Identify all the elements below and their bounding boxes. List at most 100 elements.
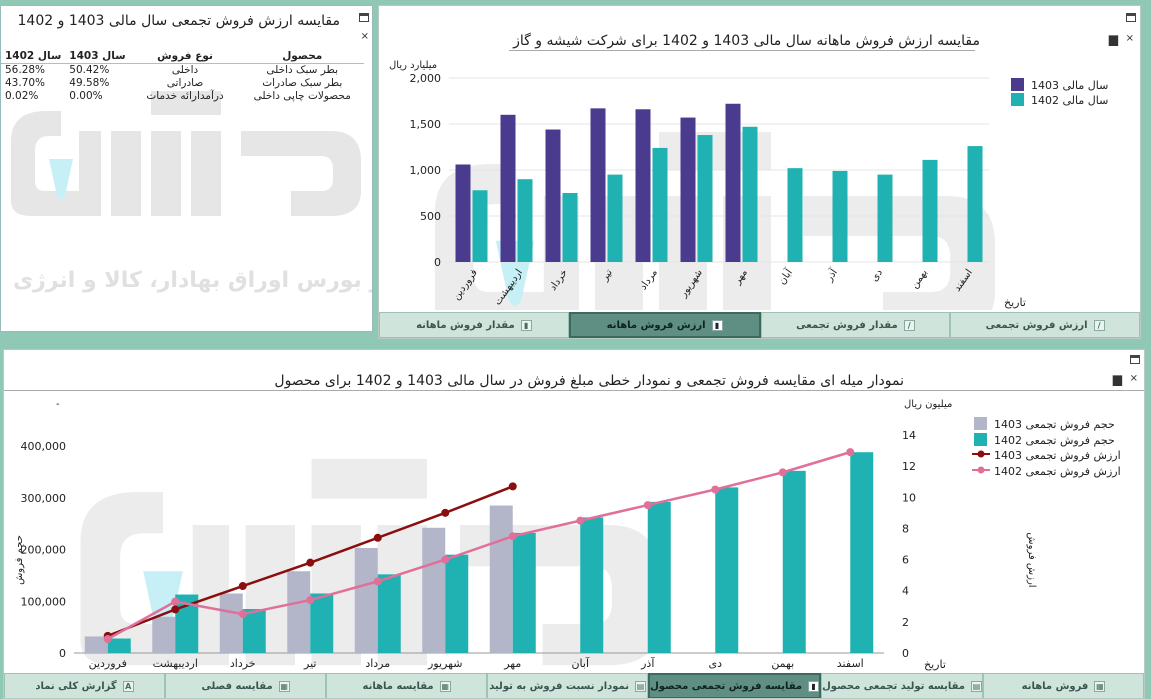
bar-1402[interactable] [607, 174, 623, 262]
bar-chart-icon: ▮ [711, 319, 723, 331]
bar-volume-1403[interactable] [422, 527, 446, 653]
print-icon[interactable]: ▆ [1108, 32, 1118, 46]
y-right-tick-label: 2 [902, 616, 909, 629]
bar-volume-1403[interactable] [489, 505, 513, 653]
bar-1402[interactable] [562, 193, 578, 262]
bar-volume-1402[interactable] [107, 638, 131, 653]
point-value-1402[interactable] [846, 448, 855, 457]
bar-volume-1403[interactable] [152, 616, 176, 653]
header-year1403[interactable]: سال 1403 [65, 50, 130, 64]
monthly-chart-title: مقایسه ارزش فروش ماهانه سال مالی 1403 و … [513, 33, 980, 49]
legend-swatch-vol1403 [974, 417, 987, 430]
point-value-1402[interactable] [373, 577, 382, 586]
bar-volume-1402[interactable] [782, 470, 806, 653]
bar-1403[interactable] [545, 129, 561, 262]
tab-label: نمودار نسبت فروش به تولید [489, 680, 630, 692]
bar-volume-1402[interactable] [512, 532, 536, 653]
point-value-1403[interactable] [508, 482, 517, 491]
point-value-1403[interactable] [171, 605, 180, 614]
bar-volume-1403[interactable] [287, 571, 311, 653]
point-value-1402[interactable] [508, 532, 517, 541]
bar-volume-1402[interactable] [715, 487, 739, 653]
bar-volume-1403[interactable] [354, 547, 378, 653]
cumulative-tab-5[interactable]: ▤ مقایسه تولید تجمعی محصول [821, 673, 983, 698]
bar-1403[interactable] [455, 164, 471, 262]
maximize-icon[interactable] [1126, 13, 1136, 22]
point-value-1402[interactable] [778, 468, 787, 477]
point-value-1402[interactable] [643, 501, 652, 510]
bar-1402[interactable] [517, 179, 533, 262]
bar-1402[interactable] [922, 159, 938, 262]
bar-volume-1403[interactable] [84, 636, 108, 653]
bar-volume-1402[interactable] [580, 517, 604, 653]
point-value-1402[interactable] [306, 596, 315, 605]
bar-volume-1402[interactable] [310, 593, 334, 653]
header-sale-type[interactable]: نوع فروش [129, 50, 241, 64]
bar-1403[interactable] [500, 114, 516, 262]
point-value-1402[interactable] [238, 610, 247, 619]
bar-volume-1402[interactable] [242, 609, 266, 653]
point-value-1403[interactable] [441, 508, 450, 517]
cumulative-tab-0[interactable]: A گزارش کلی نماد [4, 673, 166, 698]
y-right-tick-label: 14 [902, 429, 916, 442]
bar-1403[interactable] [635, 109, 651, 262]
bar-1403[interactable] [680, 117, 696, 262]
cell-1403: 50.42% [69, 63, 110, 76]
cell-1402: 43.70% [5, 76, 46, 89]
print-icon[interactable]: ▆ [1112, 372, 1122, 386]
y-tick-label: 2,000 [410, 72, 442, 85]
cumulative-tab-1[interactable]: ▦ مقایسه فصلی [165, 673, 327, 698]
header-product[interactable]: محصول [240, 50, 364, 64]
bar-volume-1402[interactable] [377, 574, 401, 653]
point-value-1403[interactable] [373, 533, 382, 542]
monthly-tab-1[interactable]: ▮ ارزش فروش ماهانه [568, 312, 761, 338]
bar-1402[interactable] [652, 147, 668, 262]
point-value-1403[interactable] [306, 558, 315, 567]
y-tick-label: 1,000 [410, 164, 442, 177]
cumulative-tab-6[interactable]: ▦ فروش ماهانه [982, 673, 1144, 698]
bar-chart-icon: ▮ [808, 680, 820, 692]
point-value-1402[interactable] [576, 516, 585, 525]
point-value-1402[interactable] [711, 485, 720, 494]
legend-swatch-1403 [1011, 78, 1024, 91]
bar-1402[interactable] [877, 174, 893, 262]
monthly-tab-0[interactable]: ▮ مقدار فروش ماهانه [379, 312, 569, 338]
point-value-1403[interactable] [238, 582, 247, 591]
table-row[interactable]: 0.02% 0.00% درآمدارائه خدمات محصولات چاپ… [1, 89, 364, 102]
cumulative-chart-title: نمودار میله ای مقایسه فروش تجمعی و نمودا… [274, 373, 904, 389]
monthly-tab-3[interactable]: ∕ ارزش فروش تجمعی [950, 312, 1140, 338]
y-right-tick-label: 10 [902, 491, 916, 504]
bar-volume-1402[interactable] [647, 501, 671, 653]
bar-1402[interactable] [697, 135, 713, 262]
bar-1403[interactable] [725, 103, 741, 262]
tab-label: ارزش فروش تجمعی [985, 319, 1088, 331]
clear-filter-icon[interactable]: ⨯ [1125, 33, 1134, 44]
clear-filter-icon[interactable]: ⨯ [1129, 373, 1138, 384]
bar-volume-1402[interactable] [850, 452, 874, 653]
clear-filter-icon[interactable]: ⨯ [360, 31, 369, 42]
bar-1403[interactable] [590, 108, 606, 262]
maximize-icon[interactable] [1130, 355, 1140, 364]
cumulative-chart-panel: نمودار میله ای مقایسه فروش تجمعی و نمودا… [3, 349, 1145, 699]
maximize-icon[interactable] [359, 13, 369, 22]
header-year1402[interactable]: سال 1402 [1, 50, 66, 64]
bar-volume-1402[interactable] [445, 554, 469, 653]
x-axis-label: تاریخ [1004, 296, 1026, 309]
bar-1402[interactable] [967, 146, 983, 262]
bar-1402[interactable] [832, 170, 848, 262]
table-row[interactable]: 43.70% 49.58% صادراتی بطر سبک صادرات [1, 76, 364, 89]
monthly-tab-2[interactable]: ∕ مقدار فروش تجمعی [760, 312, 951, 338]
cumulative-tab-3[interactable]: ▤ نمودار نسبت فروش به تولید [487, 673, 649, 698]
bar-1402[interactable] [472, 190, 488, 262]
table-row[interactable]: 56.28% 50.42% داخلی بطر سبک داخلی [1, 63, 364, 76]
bar-volume-1402[interactable] [175, 594, 199, 653]
cumulative-tab-4[interactable]: ▮ مقایسه فروش تجمعی محصول [648, 673, 822, 698]
point-value-1402[interactable] [171, 597, 180, 606]
bar-1402[interactable] [742, 126, 758, 262]
cumulative-tab-2[interactable]: ▦ مقایسه ماهانه [326, 673, 488, 698]
bar-volume-1403[interactable] [219, 593, 243, 653]
bar-1402[interactable] [787, 168, 803, 262]
point-value-1402[interactable] [441, 555, 450, 564]
cell-sale-type: درآمدارائه خدمات [146, 89, 224, 102]
point-value-1402[interactable] [103, 634, 112, 643]
